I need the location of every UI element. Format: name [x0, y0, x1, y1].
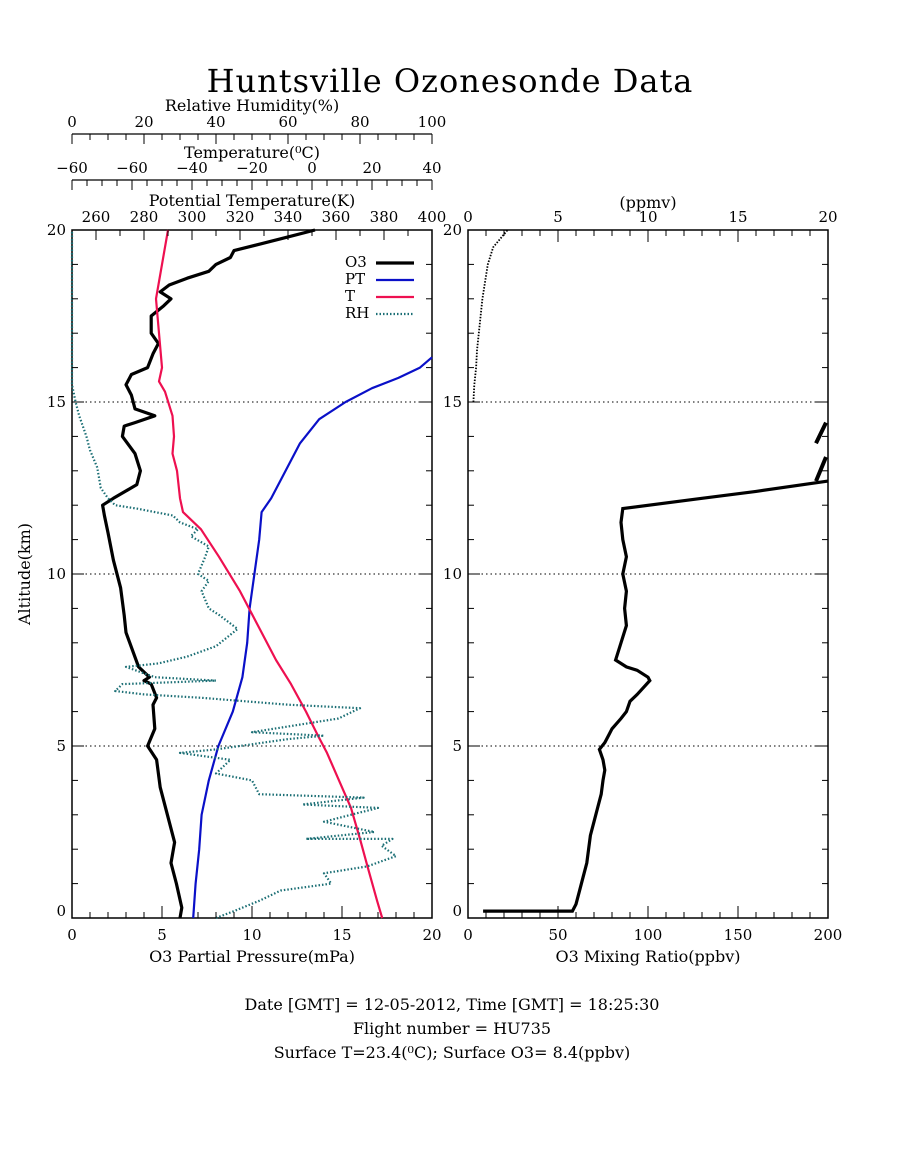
legend-label-rh: RH	[345, 304, 369, 322]
pt-tick-label: 260	[82, 208, 111, 226]
rh-tick-label: 80	[350, 113, 369, 131]
left-ytick-label: 0	[56, 902, 66, 920]
ppmv-xtick-label: 5	[553, 208, 563, 226]
right-ytick-label: 15	[443, 393, 462, 411]
series-o3-line	[100, 228, 316, 919]
t-axis-title: Temperature(⁰C)	[184, 143, 320, 162]
left-ylabel: Altitude(km)	[15, 523, 34, 626]
left-ytick-label: 5	[56, 737, 66, 755]
footer: Date [GMT] = 12-05-2012, Time [GMT] = 18…	[245, 995, 660, 1062]
ppmv-xtick-label: 20	[818, 208, 837, 226]
right-ytick-label: 0	[452, 902, 462, 920]
ppbv-xtick-label: 0	[463, 926, 473, 944]
pt-tick-label: 280	[130, 208, 159, 226]
rh-tick-label: 0	[67, 113, 77, 131]
rh-tick-label: 20	[134, 113, 153, 131]
ppmv-xtick-label: 10	[638, 208, 657, 226]
pt-tick-label: 360	[322, 208, 351, 226]
ppmv-xtick-label: 0	[463, 208, 473, 226]
ppbv-xtick-label: 50	[548, 926, 567, 944]
series-o3-mixing-ratio-line	[483, 479, 829, 913]
rh-tick-label: 60	[278, 113, 297, 131]
pt-tick-label: 340	[274, 208, 303, 226]
ppbv-xtick-label: 150	[724, 926, 753, 944]
pt-tick-label: 320	[226, 208, 255, 226]
pt-tick-label: 380	[370, 208, 399, 226]
left-ytick-label: 10	[47, 565, 66, 583]
ppbv-xtick-label: 100	[634, 926, 663, 944]
legend-label-o3: O3	[345, 253, 367, 271]
ppmv-xtick-label: 15	[728, 208, 747, 226]
t-tick-label: −60	[116, 159, 148, 177]
right-ytick-label: 20	[443, 221, 462, 239]
series-pt-line	[192, 356, 433, 919]
t-tick-label: −40	[176, 159, 208, 177]
legend-label-t: T	[345, 287, 355, 305]
legend-label-pt: PT	[345, 270, 365, 288]
pt-tick-label: 300	[178, 208, 207, 226]
left-ytick-label: 15	[47, 393, 66, 411]
t-tick-label: 20	[362, 159, 381, 177]
series-o3-upper-line	[472, 229, 509, 403]
t-tick-label: 40	[422, 159, 441, 177]
series-rh-line	[70, 230, 398, 920]
pt-tick-label: 400	[418, 208, 447, 226]
t-tick-label: −20	[236, 159, 268, 177]
pt-axis-title: Potential Temperature(K)	[149, 191, 356, 210]
left-panel: 5 10 15 20 0 5 10 15 20 0 0 20 40 60 80 100 Relative Hu…	[15, 96, 446, 966]
footer-flight-number: Flight number = HU735	[353, 1019, 551, 1038]
chart-title: Huntsville Ozonesonde Data	[207, 62, 694, 100]
series-o3-clipped-segment	[814, 421, 828, 445]
right-ytick-label: 5	[452, 737, 462, 755]
left-xlabel: O3 Partial Pressure(mPa)	[149, 947, 355, 966]
rh-tick-label: 100	[418, 113, 447, 131]
footer-date-time: Date [GMT] = 12-05-2012, Time [GMT] = 18…	[245, 995, 660, 1014]
left-ytick-label: 20	[47, 221, 66, 239]
right-top-axis-label: (ppmv)	[619, 193, 676, 212]
right-xlabel: O3 Mixing Ratio(ppbv)	[555, 947, 740, 966]
o3-xtick-label: 10	[242, 926, 261, 944]
series-o3-clipped-segment	[814, 456, 828, 482]
o3-xtick-label: 15	[332, 926, 351, 944]
right-ytick-label: 10	[443, 565, 462, 583]
o3-xtick-label: 20	[422, 926, 441, 944]
t-tick-label: −60	[56, 159, 88, 177]
footer-surface-values: Surface T=23.4(⁰C); Surface O3= 8.4(ppbv…	[274, 1043, 631, 1062]
t-tick-label: 0	[307, 159, 317, 177]
ppbv-xtick-label: 200	[814, 926, 843, 944]
o3-xtick-label: 5	[157, 926, 167, 944]
rh-axis-title: Relative Humidity(%)	[165, 96, 339, 115]
o3-xtick-label: 0	[67, 926, 77, 944]
series-t-line	[154, 229, 384, 919]
rh-tick-label: 40	[206, 113, 225, 131]
